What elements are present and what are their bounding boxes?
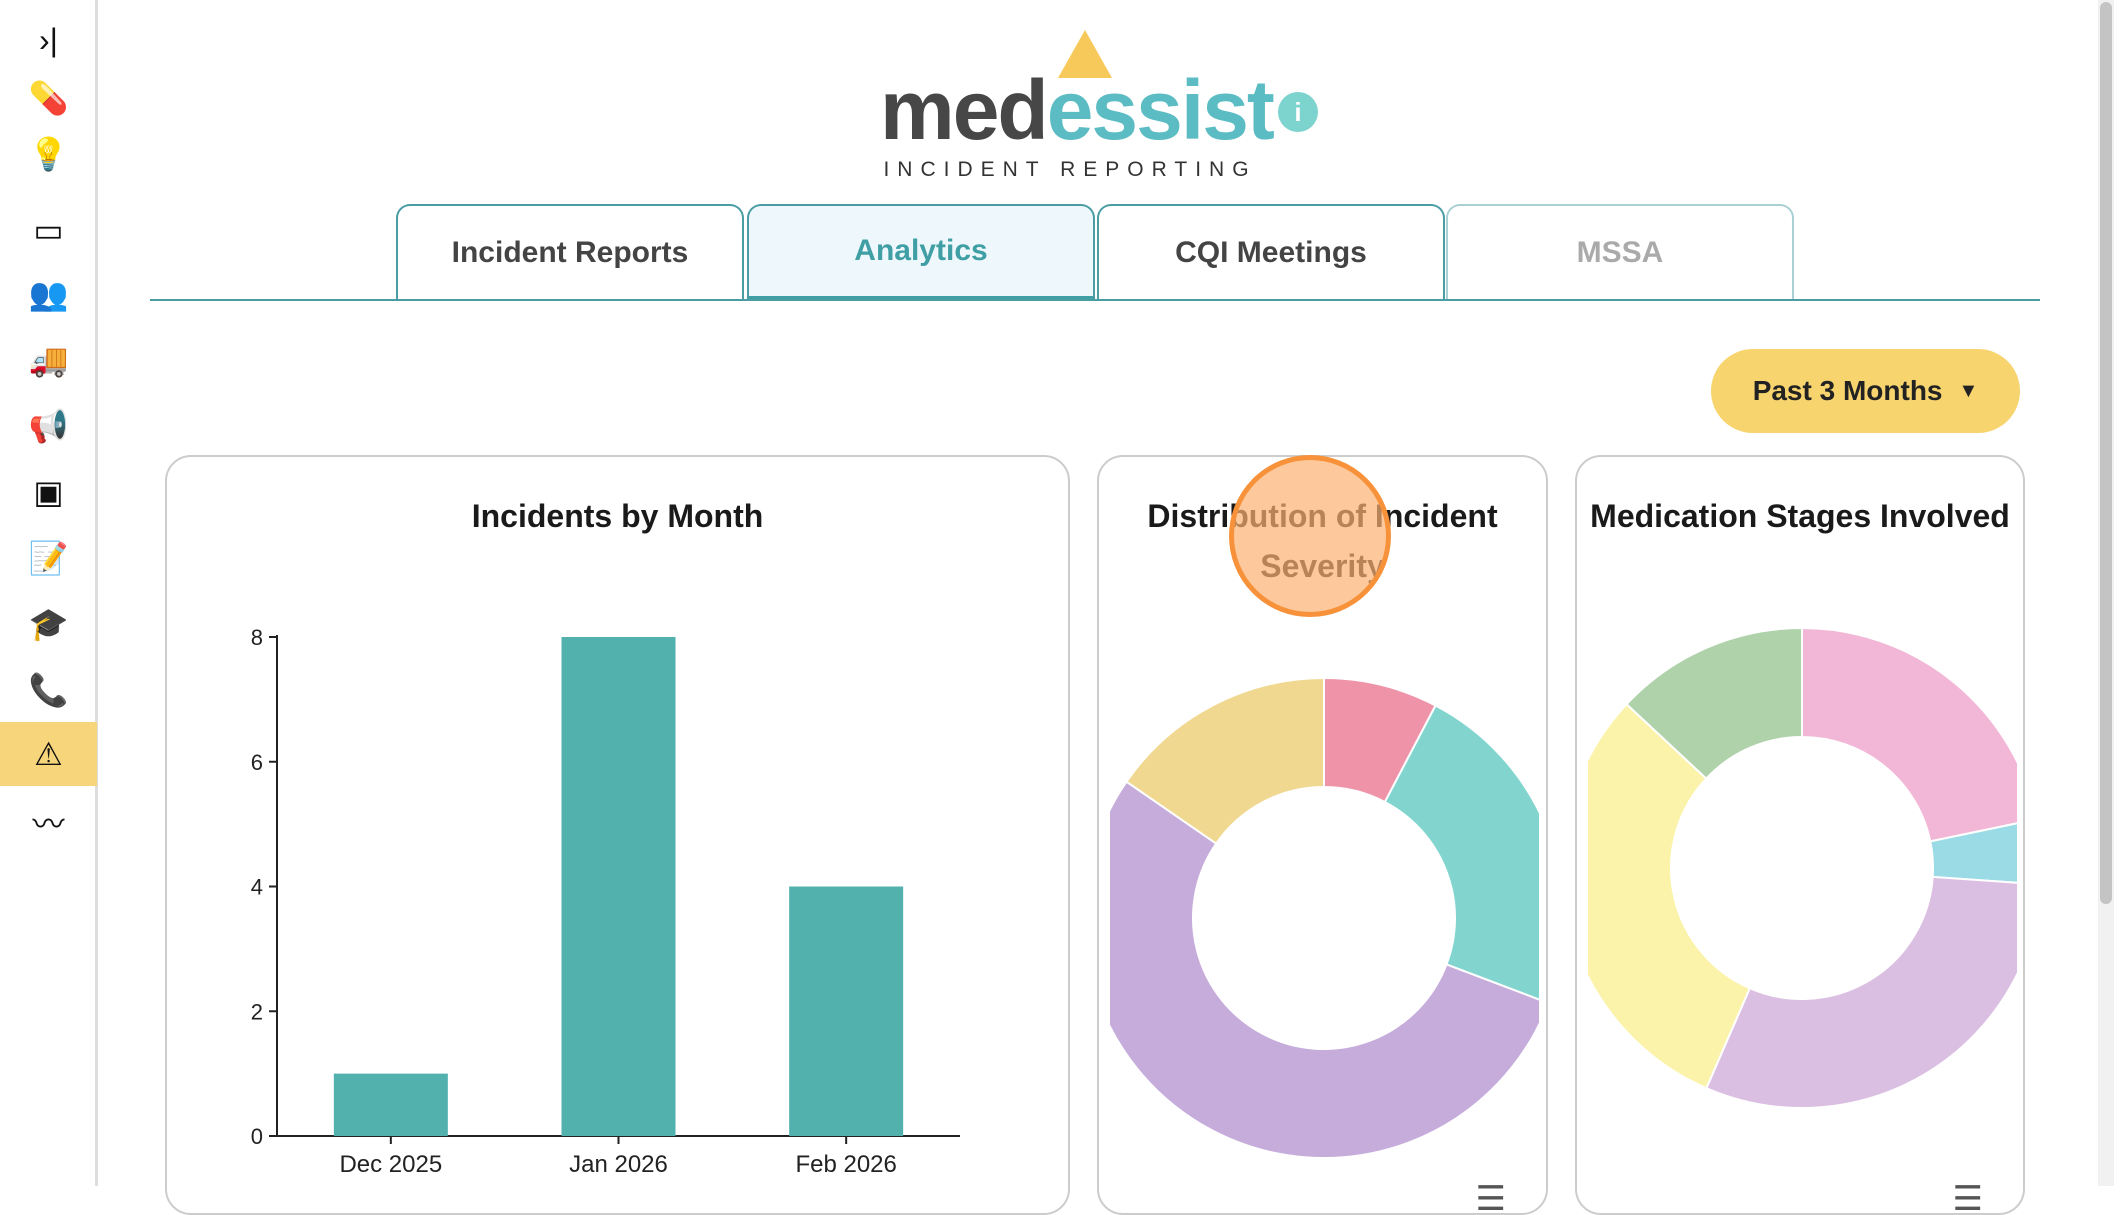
bar [561,637,676,1136]
payments-icon: ▣ [33,474,64,510]
notes-icon: 📝 [28,540,69,576]
ideas-icon: 💡 [28,136,69,172]
caret-down-icon: ▼ [1958,379,1979,402]
logo-text-a: med [880,63,1049,157]
sidebar-item-notes[interactable]: 📝 [0,526,97,590]
sidebar-item-analytics[interactable]: 〰 [0,790,97,854]
y-tick-label: 8 [251,625,263,650]
sidebar-item-medication[interactable]: 💊 [0,66,97,130]
incidents-by-month-card: Incidents by Month 0 2 4 6 8 Dec 2025 Jan 2026… [165,455,1070,1215]
sidebar-item-announcements[interactable]: 📢 [0,394,97,458]
sidebar-item-incidents[interactable]: ⚠ [0,722,97,786]
donut [1588,626,2017,1109]
sidebar-item-calls[interactable]: 📞 [0,658,97,722]
y-tick-label: 4 [251,875,263,900]
date-range-label: Past 3 Months [1752,375,1943,406]
sidebar-item-education[interactable]: 🎓 [0,592,97,656]
logo-subtitle: INCIDENT REPORTING [883,158,1257,181]
donut-slice [1625,626,1803,780]
analytics-icon: 〰 [32,806,65,842]
donut-slice [1383,704,1539,1001]
date-range-dropdown[interactable]: Past 3 Months ▼ [1711,349,2020,433]
x-tick-label: Jan 2026 [569,1151,668,1178]
donut-slice [1588,702,1752,1090]
bar [333,1073,448,1136]
severity-donut-chart [1110,676,1539,1159]
people-icon: 👥 [28,276,69,312]
severity-card: Distribution of Incident Severity ☰ [1097,455,1548,1215]
y-tick-label: 0 [251,1124,263,1149]
collapse-icon: ›| [39,21,58,58]
scrollbar-thumb[interactable] [2100,2,2112,904]
x-tick-label: Dec 2025 [339,1151,442,1178]
donut-slice [1929,822,2017,884]
tab-divider [150,299,2040,301]
x-tick-label: Feb 2026 [795,1151,896,1178]
tab-analytics[interactable]: Analytics [747,204,1095,300]
sidebar-item-payments[interactable]: ▣ [0,460,97,524]
medication-stages-donut-chart [1588,626,2017,1109]
sidebar-item-ideas[interactable]: 💡 [0,122,97,186]
bar-chart: 0 2 4 6 8 Dec 2025 Jan 2026 Feb 2026 [251,625,960,1178]
logo-text-b: essist [1046,63,1275,157]
medication-icon: 💊 [28,80,69,116]
donut-slice [1110,780,1539,1159]
legend-list-icon[interactable]: ☰ [1952,1180,1983,1215]
donut-slice [1125,676,1325,845]
donut [1110,676,1539,1159]
medication-stages-card: Medication Stages Involved ☰ [1575,455,2025,1215]
chart-title: Medication Stages Involved [1590,498,2010,534]
sidebar-item-collapse[interactable]: ›| [0,8,97,72]
info-icon[interactable]: i [1278,92,1318,132]
sidebar-item-people[interactable]: 👥 [0,262,97,326]
donut-slice [1705,875,2017,1109]
calls-icon: 📞 [28,672,69,708]
calendar-icon: ▭ [33,212,64,248]
tab-mssa[interactable]: MSSA [1446,204,1794,300]
incidents-icon: ⚠ [34,736,63,772]
sidebar-item-calendar[interactable]: ▭ [0,198,97,262]
medessist-logo: medessist INCIDENT REPORTING [880,30,1275,181]
tab-incident-reports[interactable]: Incident Reports [396,204,744,300]
sidebar-item-delivery[interactable]: 🚚 [0,328,97,392]
warning-logo-icon [1058,30,1112,78]
donut-slice [1801,626,2017,843]
education-icon: 🎓 [28,606,69,642]
tab-cqi-meetings[interactable]: CQI Meetings [1097,204,1445,300]
bar [789,886,904,1136]
legend-list-icon[interactable]: ☰ [1475,1180,1506,1215]
y-tick-label: 2 [251,999,263,1024]
announcements-icon: 📢 [28,408,69,444]
y-tick-label: 6 [251,750,263,775]
chart-title: Incidents by Month [471,498,764,534]
sidebar: ›| 💊 💡 ▭ 👥 🚚 📢 ▣ 📝 🎓 📞 ⚠ 〰 [0,0,98,1186]
delivery-icon: 🚚 [28,342,69,378]
